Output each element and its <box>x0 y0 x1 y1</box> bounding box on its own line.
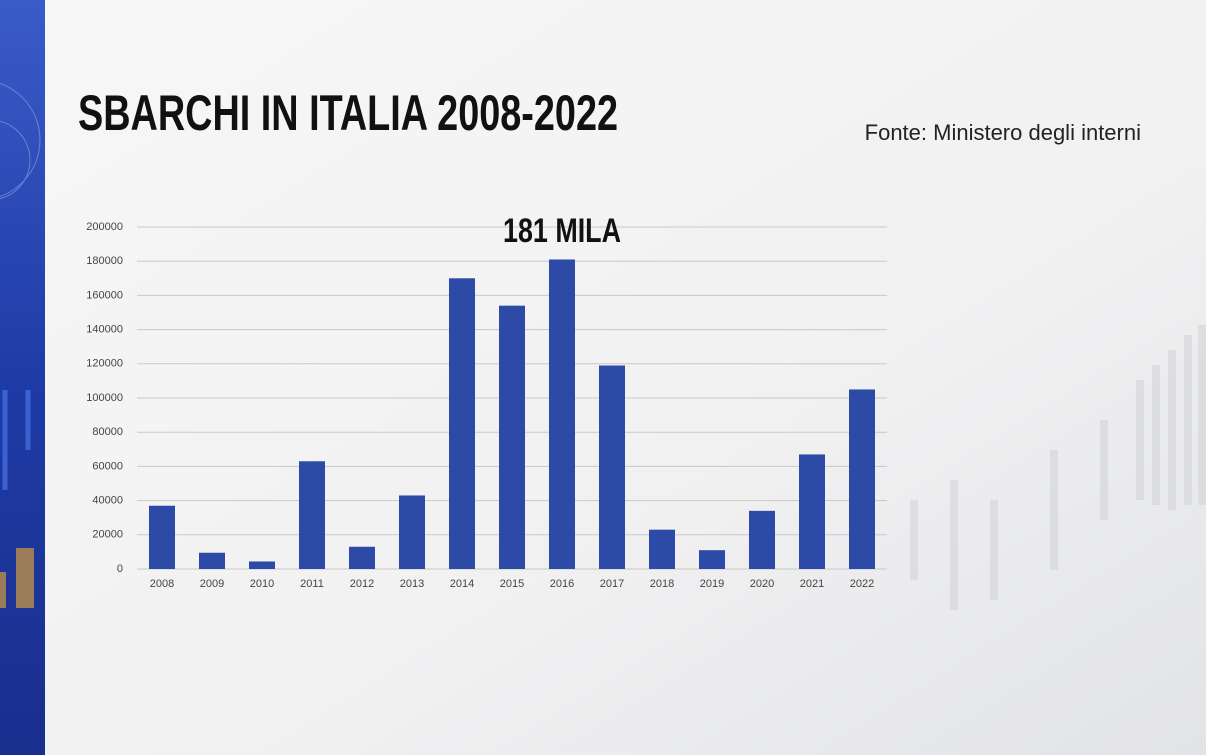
side-decoration <box>16 548 34 608</box>
annotation: 181 MILA <box>503 212 621 250</box>
bar <box>699 550 725 569</box>
bar <box>849 389 875 569</box>
bar <box>549 259 575 569</box>
side-strip <box>0 0 45 755</box>
x-tick-label: 2014 <box>450 578 474 590</box>
background-candles <box>910 325 1206 610</box>
bar <box>299 461 325 569</box>
x-tick-label: 2015 <box>500 578 524 590</box>
y-tick-label: 200000 <box>86 221 123 233</box>
side-decoration <box>0 572 6 608</box>
bar <box>249 561 275 569</box>
bar <box>599 365 625 569</box>
y-tick-label: 20000 <box>92 529 123 541</box>
x-tick-label: 2011 <box>300 578 324 590</box>
y-tick-label: 180000 <box>86 255 123 267</box>
x-tick-label: 2021 <box>800 578 824 590</box>
bar <box>649 529 675 569</box>
x-tick-label: 2009 <box>200 578 224 590</box>
x-tick-label: 2020 <box>750 578 774 590</box>
y-tick-label: 160000 <box>86 289 123 301</box>
x-tick-label: 2008 <box>150 578 174 590</box>
chart-title: SBARCHI IN ITALIA 2008-2022 <box>78 85 618 141</box>
x-tick-label: 2018 <box>650 578 674 590</box>
y-tick-label: 120000 <box>86 358 123 370</box>
x-tick-label: 2010 <box>250 578 274 590</box>
bar <box>349 546 375 569</box>
bar <box>749 510 775 569</box>
bar <box>399 495 425 569</box>
side-decoration <box>0 82 41 490</box>
y-tick-label: 40000 <box>92 495 123 507</box>
source: Fonte: Ministero degli interni <box>865 120 1141 145</box>
x-tick-label: 2016 <box>550 578 574 590</box>
x-tick-label: 2022 <box>850 578 874 590</box>
x-tick-label: 2012 <box>350 578 374 590</box>
bar <box>149 505 175 569</box>
bar <box>199 552 225 569</box>
y-tick-label: 100000 <box>86 392 123 404</box>
x-tick-label: 2017 <box>600 578 624 590</box>
x-tick-label: 2019 <box>700 578 724 590</box>
bar <box>499 305 525 569</box>
bar <box>799 454 825 569</box>
y-tick-label: 60000 <box>92 460 123 472</box>
y-tick-label: 140000 <box>86 324 123 336</box>
bar <box>449 278 475 569</box>
y-tick-label: 0 <box>117 563 123 575</box>
x-tick-label: 2013 <box>400 578 424 590</box>
y-tick-label: 80000 <box>92 426 123 438</box>
